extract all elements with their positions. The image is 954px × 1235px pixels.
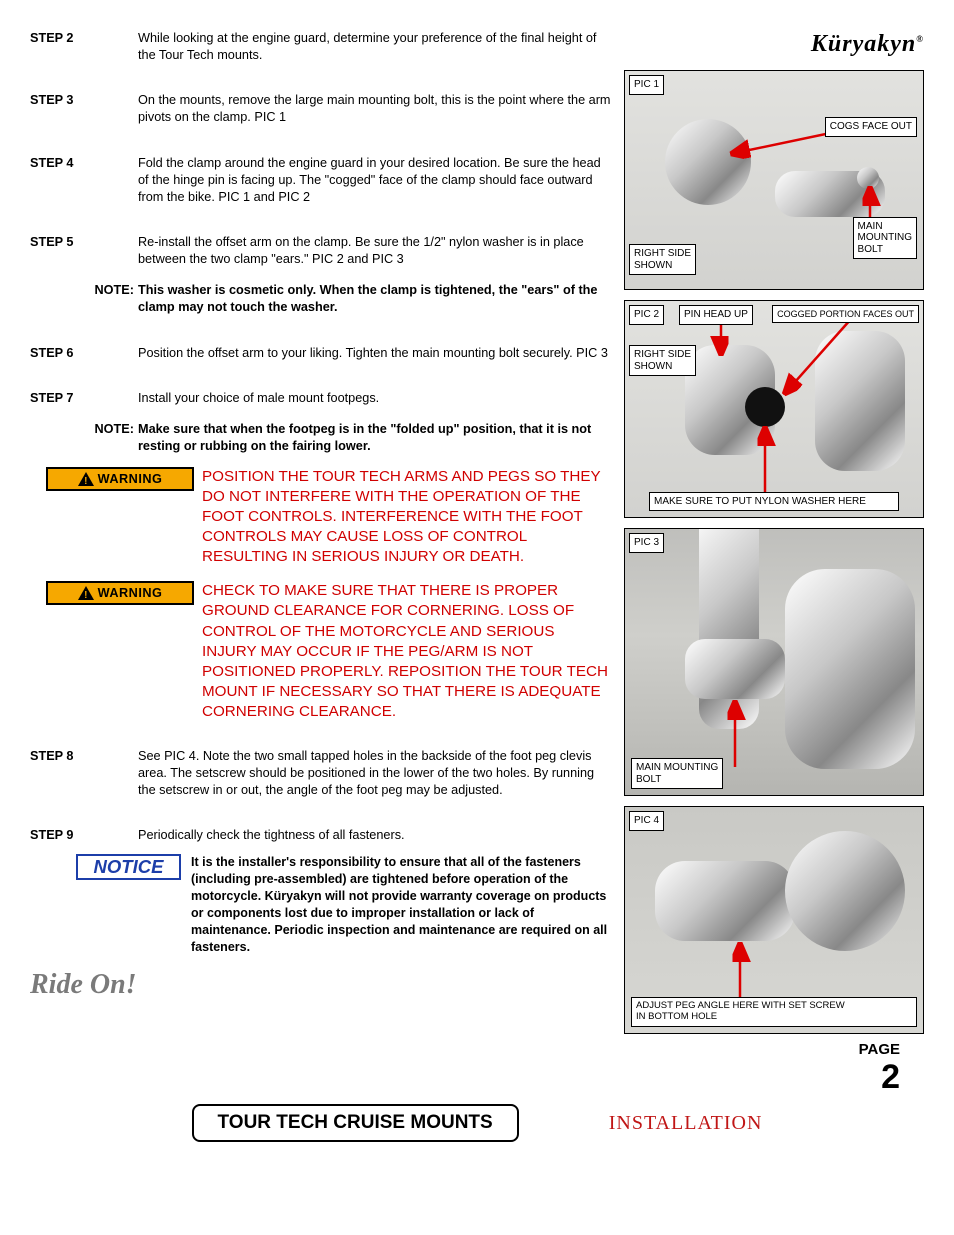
brand-logo: Küryakyn®: [811, 28, 924, 60]
step-label: STEP 8: [30, 748, 138, 799]
step-body: On the mounts, remove the large main mou…: [138, 92, 612, 126]
step-row: STEP 4 Fold the clamp around the engine …: [30, 155, 612, 206]
warning-triangle-icon: !: [78, 472, 94, 486]
ride-on-text: Ride On!: [30, 966, 612, 1004]
pic2-washer-label: MAKE SURE TO PUT NYLON WASHER HERE: [649, 492, 899, 512]
pic2-tag: PIC 2: [629, 305, 664, 325]
notice-row: NOTICE It is the installer's responsibil…: [30, 854, 612, 955]
step-label: STEP 9: [30, 827, 138, 844]
pic2-right-label: RIGHT SIDE SHOWN: [629, 345, 696, 376]
step-row: STEP 7 Install your choice of male mount…: [30, 390, 612, 407]
svg-text:!: !: [84, 590, 88, 600]
page-label: PAGE: [624, 1040, 900, 1060]
note-label: NOTE:: [30, 282, 138, 316]
warning-badge: ! WARNING: [46, 467, 194, 491]
step-label: STEP 7: [30, 390, 138, 407]
notice-badge: NOTICE: [76, 854, 181, 880]
step-row: STEP 9 Periodically check the tightness …: [30, 827, 612, 844]
warning-text: POSITION THE TOUR TECH ARMS AND PEGS SO …: [202, 467, 612, 567]
pic4-tag: PIC 4: [629, 811, 664, 831]
content-left-column: STEP 2 While looking at the engine guard…: [30, 30, 612, 1094]
pic1-right-label: RIGHT SIDE SHOWN: [629, 244, 696, 275]
svg-text:!: !: [84, 476, 88, 486]
step-label: STEP 3: [30, 92, 138, 126]
step-row: STEP 8 See PIC 4. Note the two small tap…: [30, 748, 612, 799]
pic4-box: PIC 4 ADJUST PEG ANGLE HERE WITH SET SCR…: [624, 806, 924, 1034]
brand-text: Küryakyn®: [811, 31, 924, 57]
pic1-tag: PIC 1: [629, 75, 664, 95]
step-label: STEP 2: [30, 30, 138, 64]
pic2-pin-label: PIN HEAD UP: [679, 305, 753, 325]
step-label: STEP 4: [30, 155, 138, 206]
pic1-box: PIC 1 COGS FACE OUT MAIN MOUNTING BOLT R…: [624, 70, 924, 290]
step-body: Periodically check the tightness of all …: [138, 827, 612, 844]
step-body: Position the offset arm to your liking. …: [138, 345, 612, 362]
pic2-arrows: [625, 301, 924, 518]
note-body: This washer is cosmetic only. When the c…: [138, 282, 612, 316]
warning-badge: ! WARNING: [46, 581, 194, 605]
warning-row: ! WARNING POSITION THE TOUR TECH ARMS AN…: [30, 467, 612, 567]
note-row: NOTE: Make sure that when the footpeg is…: [30, 421, 612, 455]
pic1-main-label: MAIN MOUNTING BOLT: [853, 217, 917, 260]
step-row: STEP 3 On the mounts, remove the large m…: [30, 92, 612, 126]
pic2-cogged-label: COGGED PORTION FACES OUT: [772, 305, 919, 323]
pic3-main-label: MAIN MOUNTING BOLT: [631, 758, 723, 789]
step-label: STEP 6: [30, 345, 138, 362]
pic4-adjust-label: ADJUST PEG ANGLE HERE WITH SET SCREW IN …: [631, 997, 917, 1027]
pic3-arrows: [625, 529, 924, 796]
content-right-column: PIC 1 COGS FACE OUT MAIN MOUNTING BOLT R…: [624, 30, 924, 1094]
pic3-box: PIC 3 MAIN MOUNTING BOLT: [624, 528, 924, 796]
step-row: STEP 6 Position the offset arm to your l…: [30, 345, 612, 362]
warning-text: CHECK TO MAKE SURE THAT THERE IS PROPER …: [202, 581, 612, 721]
note-body: Make sure that when the footpeg is in th…: [138, 421, 612, 455]
note-row: NOTE: This washer is cosmetic only. When…: [30, 282, 612, 316]
page-number-block: PAGE 2: [624, 1040, 924, 1094]
step-body: While looking at the engine guard, deter…: [138, 30, 612, 64]
footer-installation: INSTALLATION: [609, 1110, 763, 1137]
step-body: Re-install the offset arm on the clamp. …: [138, 234, 612, 268]
step-body: Fold the clamp around the engine guard i…: [138, 155, 612, 206]
step-row: STEP 2 While looking at the engine guard…: [30, 30, 612, 64]
pic2-box: PIC 2 PIN HEAD UP COGGED PORTION FACES O…: [624, 300, 924, 518]
footer: TOUR TECH CRUISE MOUNTS INSTALLATION: [30, 1104, 924, 1142]
step-body: See PIC 4. Note the two small tapped hol…: [138, 748, 612, 799]
step-row: STEP 5 Re-install the offset arm on the …: [30, 234, 612, 268]
warning-triangle-icon: !: [78, 586, 94, 600]
note-label: NOTE:: [30, 421, 138, 455]
pic1-cogs-label: COGS FACE OUT: [825, 117, 917, 137]
notice-text: It is the installer's responsibility to …: [191, 854, 612, 955]
warning-row: ! WARNING CHECK TO MAKE SURE THAT THERE …: [30, 581, 612, 721]
step-label: STEP 5: [30, 234, 138, 268]
pic3-tag: PIC 3: [629, 533, 664, 553]
page-number: 2: [624, 1060, 900, 1094]
footer-title: TOUR TECH CRUISE MOUNTS: [192, 1104, 519, 1142]
step-body: Install your choice of male mount footpe…: [138, 390, 612, 407]
